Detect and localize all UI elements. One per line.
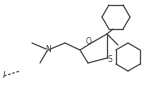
Text: O: O	[85, 38, 91, 47]
Text: N: N	[45, 45, 51, 55]
Text: S: S	[108, 55, 113, 64]
Text: I: I	[3, 70, 5, 80]
